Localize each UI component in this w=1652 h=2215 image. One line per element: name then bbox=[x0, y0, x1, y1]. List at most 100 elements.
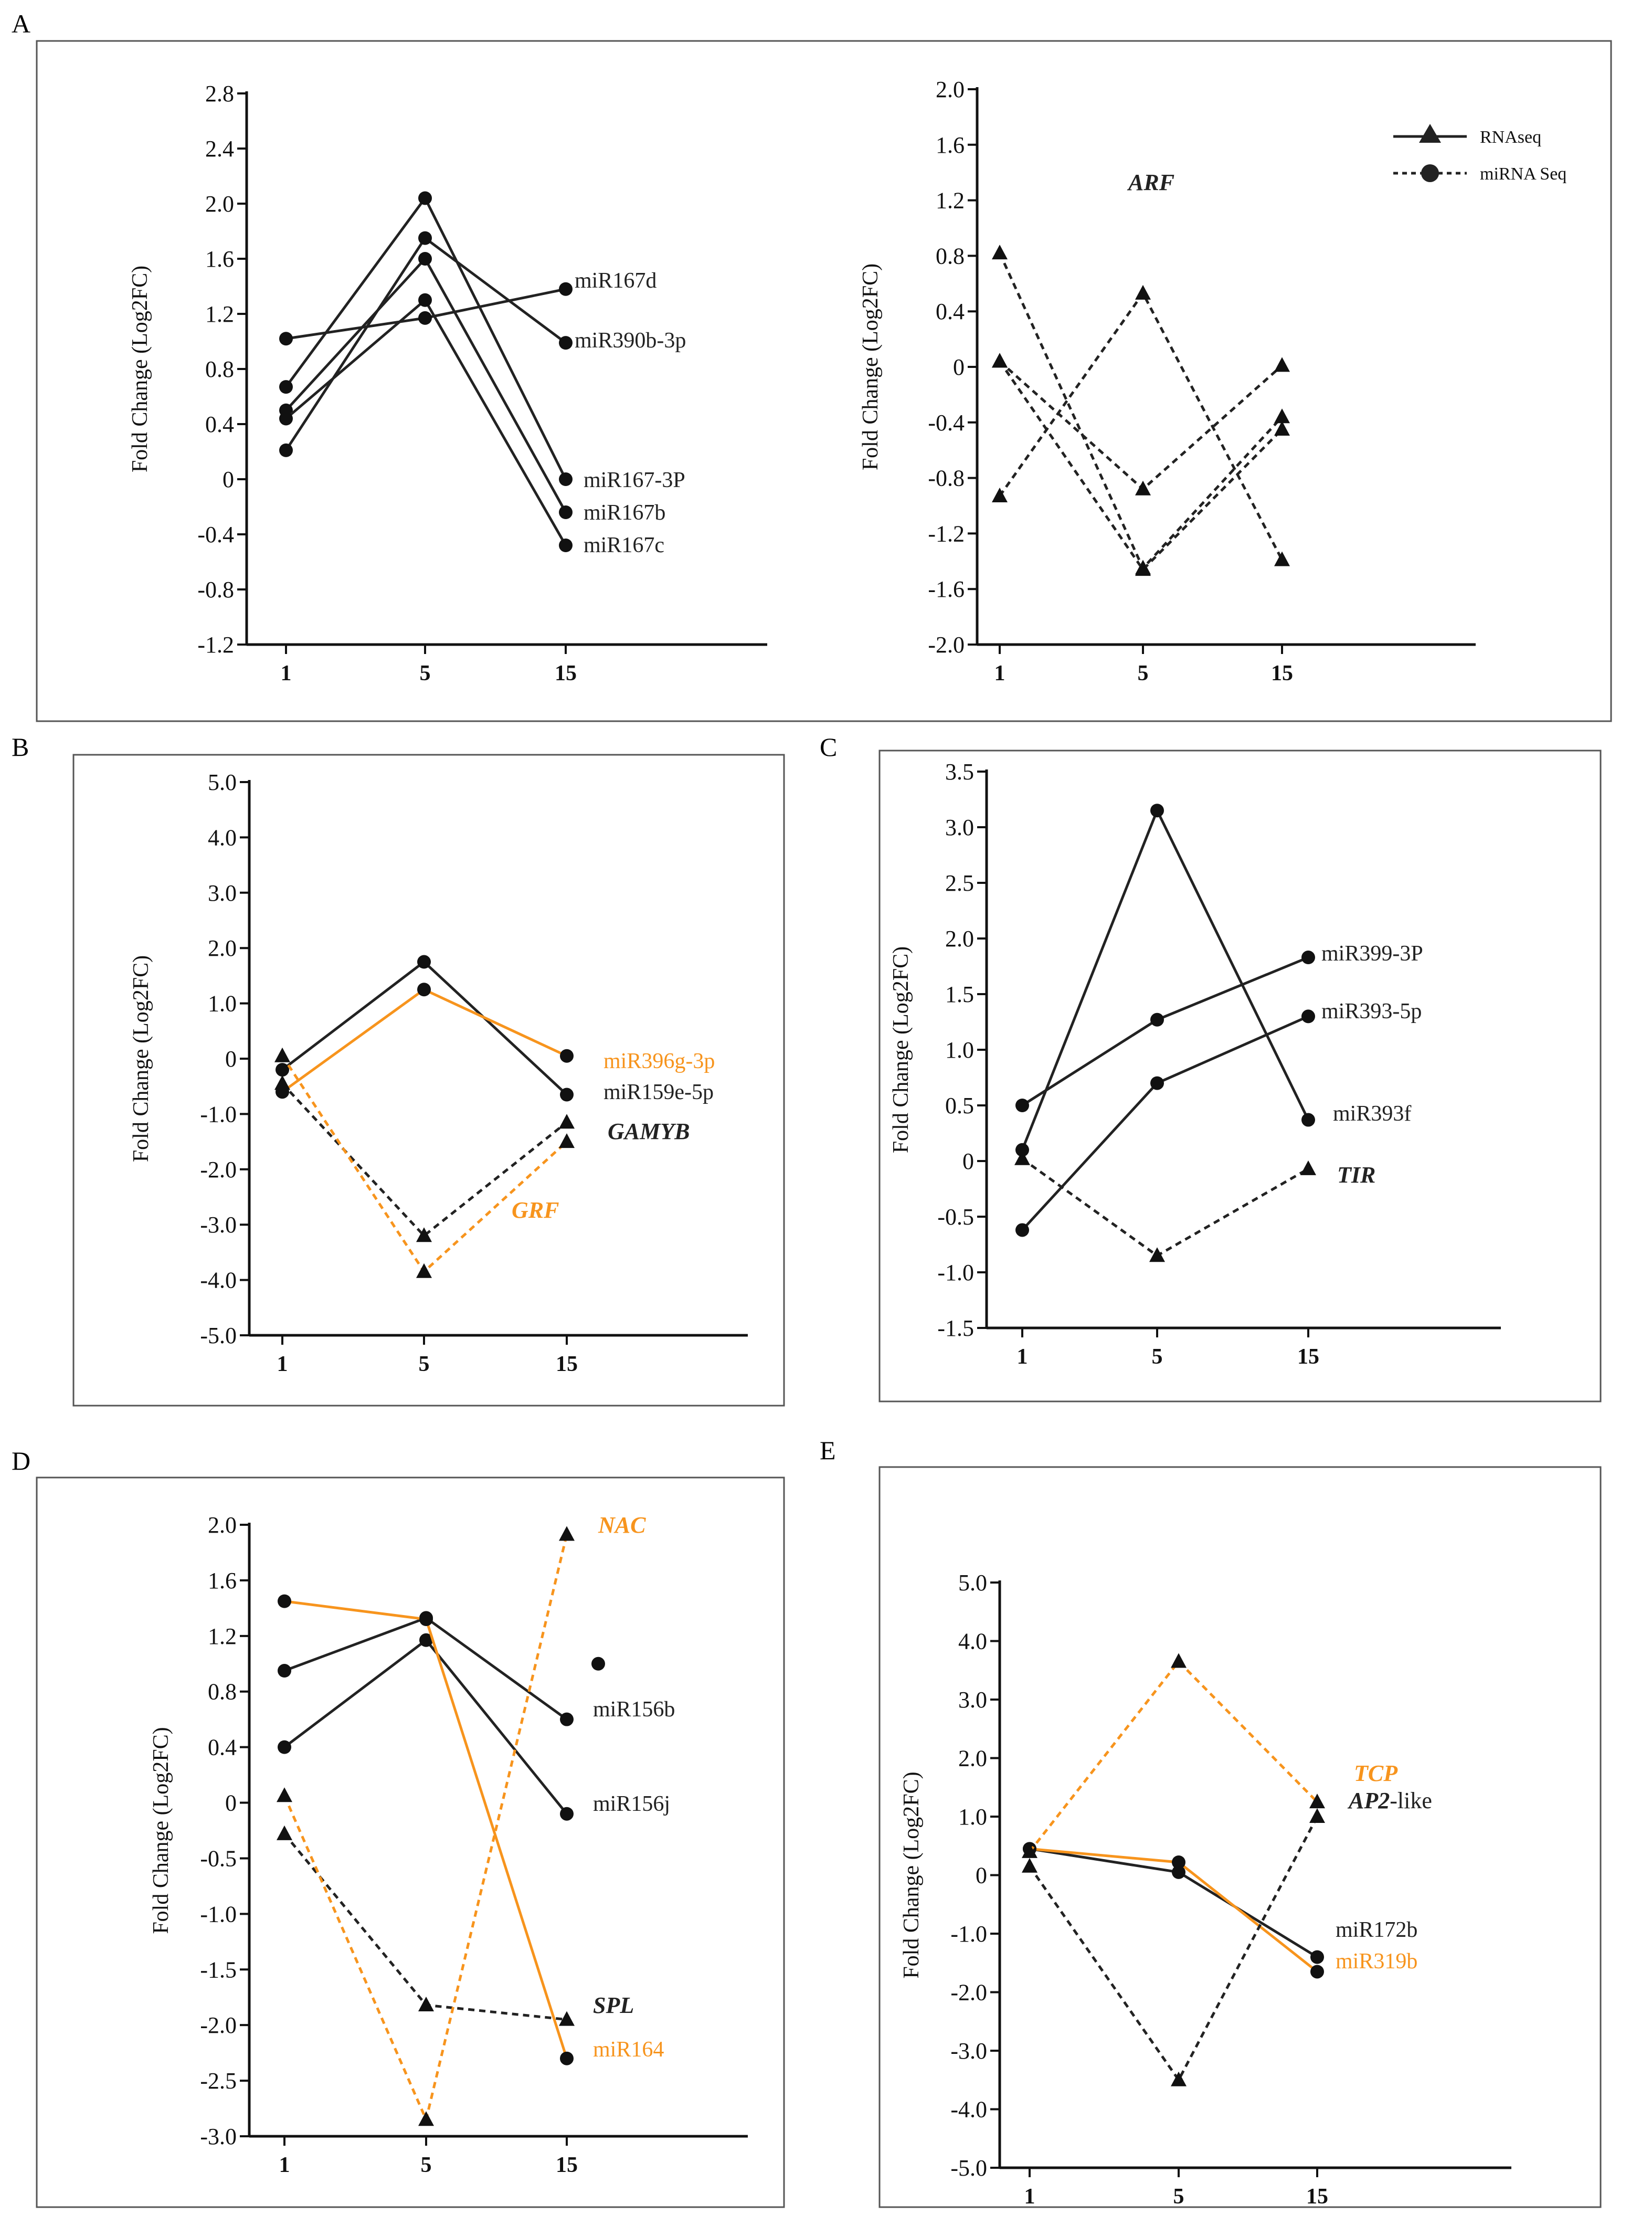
y-tick-label: 0.8 bbox=[208, 1679, 237, 1705]
data-point-triangle bbox=[418, 1997, 434, 2012]
data-point bbox=[560, 2051, 574, 2065]
y-tick-label: -3.0 bbox=[200, 2124, 237, 2149]
y-tick-label: -2.0 bbox=[200, 2012, 237, 2038]
y-axis-title: Fold Change (Log2FC) bbox=[889, 946, 913, 1153]
y-tick-label: 2.8 bbox=[205, 81, 234, 107]
annotation-mir167d: miR167d bbox=[575, 269, 656, 293]
data-point-triangle bbox=[1300, 1160, 1316, 1175]
data-point bbox=[1015, 1223, 1029, 1237]
y-tick-label: 0.4 bbox=[936, 299, 965, 324]
data-point bbox=[559, 539, 573, 552]
annotation-suffix: -like bbox=[1390, 1788, 1432, 1813]
y-tick-label: -0.8 bbox=[197, 577, 234, 603]
y-tick-label: -1.6 bbox=[928, 576, 965, 602]
series-line-mir390b-3p bbox=[284, 236, 567, 451]
y-tick-label: -2.0 bbox=[200, 1157, 237, 1183]
panel-E-frame bbox=[878, 1466, 1602, 2208]
chart-A-mirna: -1.2-0.8-0.400.40.81.21.62.02.42.81 5 15Fo… bbox=[128, 81, 767, 685]
x-tick-label: 15 bbox=[556, 1352, 578, 1376]
data-point bbox=[1301, 1009, 1315, 1024]
data-point bbox=[419, 1633, 433, 1647]
data-point-triangle bbox=[1309, 1808, 1325, 1823]
y-tick-label: -1.2 bbox=[928, 521, 965, 546]
data-point bbox=[419, 1612, 433, 1627]
y-tick-label: 0 bbox=[962, 1148, 974, 1174]
x-tick-label: 1 bbox=[1017, 1345, 1028, 1369]
y-tick-label: 3.0 bbox=[208, 880, 237, 906]
series-line-mir156j bbox=[283, 1638, 568, 1815]
data-point bbox=[418, 231, 432, 245]
y-tick-label: 0 bbox=[225, 1790, 237, 1816]
panel-B-frame bbox=[72, 754, 785, 1407]
annotation-mir156b: miR156b bbox=[593, 1697, 675, 1722]
y-axis-title: Fold Change (Log2FC) bbox=[899, 1771, 924, 1978]
data-point bbox=[1172, 1865, 1185, 1879]
series-line-mir393-5p bbox=[1021, 1015, 1309, 1231]
series-line-tir bbox=[1021, 1157, 1309, 1258]
y-tick-label: -2.5 bbox=[200, 2068, 237, 2094]
data-point bbox=[1301, 951, 1315, 965]
data-point bbox=[560, 1049, 574, 1063]
y-tick-label: 1.0 bbox=[945, 1037, 974, 1063]
data-point-triangle bbox=[1135, 561, 1151, 576]
x-tick-label: 15 bbox=[1306, 2185, 1328, 2209]
data-point-triangle bbox=[1135, 284, 1151, 300]
annotation-mir167-3p: miR167-3P bbox=[584, 468, 685, 492]
annotation-mir393-5p: miR393-5p bbox=[1321, 999, 1422, 1024]
annotation-spl: SPL bbox=[593, 1992, 634, 2018]
y-tick-label: 1.2 bbox=[205, 301, 234, 327]
y-tick-label: -1.5 bbox=[200, 1957, 237, 1982]
data-point-triangle bbox=[1274, 357, 1290, 372]
data-point bbox=[278, 1740, 291, 1754]
x-tick-label: 5 bbox=[421, 2153, 432, 2177]
data-point-triangle bbox=[416, 1263, 432, 1278]
y-tick-label: -4.0 bbox=[200, 1268, 237, 1293]
annotation-gamyb: GAMYB bbox=[608, 1119, 690, 1144]
series-line-tcp bbox=[1029, 1659, 1318, 1853]
x-tick-label: 5 bbox=[1173, 2185, 1184, 2209]
annotation-mir390b-3p: miR390b-3p bbox=[575, 329, 686, 353]
y-tick-label: -1.0 bbox=[200, 1901, 237, 1927]
y-tick-label: -3.0 bbox=[950, 2038, 987, 2064]
y-tick-label: 1.6 bbox=[936, 132, 965, 158]
data-point bbox=[279, 380, 293, 394]
data-point-triangle bbox=[1274, 421, 1290, 436]
chart-A-arf: -2.0-1.6-1.2-0.8-0.400.40.81.21.62.01 5 15… bbox=[859, 77, 1476, 685]
y-tick-label: -5.0 bbox=[200, 1323, 237, 1348]
data-point-triangle bbox=[559, 1133, 575, 1148]
data-point bbox=[560, 1807, 574, 1821]
data-point-triangle bbox=[274, 1047, 290, 1062]
x-tick-label: 5 bbox=[419, 1352, 430, 1376]
data-point-triangle bbox=[1135, 480, 1151, 495]
x-tick-label: 1 bbox=[277, 1352, 288, 1376]
series-line-arf-2 bbox=[999, 360, 1283, 491]
data-point-triangle bbox=[992, 245, 1008, 260]
x-tick-label: 15 bbox=[556, 2153, 578, 2177]
annotation-mir164: miR164 bbox=[593, 2038, 664, 2062]
data-point bbox=[1172, 1855, 1185, 1869]
x-tick-label: 15 bbox=[1271, 661, 1293, 685]
series-line-mir396g-3p bbox=[281, 988, 568, 1093]
data-point-triangle bbox=[1149, 1247, 1165, 1262]
y-tick-label: 0.5 bbox=[945, 1093, 974, 1119]
data-point bbox=[418, 252, 432, 266]
data-point bbox=[1310, 1965, 1324, 1979]
panel-label-C: C bbox=[820, 732, 837, 762]
chart-B: -5.0-4.0-3.0-2.0-1.001.02.03.04.05.01 5 15… bbox=[129, 769, 748, 1376]
data-point-triangle bbox=[559, 2011, 575, 2026]
y-tick-label: 0.8 bbox=[936, 243, 965, 269]
series-line-mir167c bbox=[285, 298, 567, 546]
data-point bbox=[1015, 1099, 1029, 1112]
data-point bbox=[418, 293, 432, 307]
y-tick-label: 3.0 bbox=[958, 1687, 987, 1713]
y-tick-label: 5.0 bbox=[208, 769, 237, 795]
series-line-arf-3 bbox=[998, 291, 1284, 561]
legend: RNAseq miRNA Seq bbox=[1393, 124, 1566, 184]
y-tick-label: 2.5 bbox=[945, 870, 974, 896]
y-tick-label: 2.0 bbox=[208, 1512, 237, 1538]
y-tick-label: 1.2 bbox=[936, 188, 965, 214]
y-axis-title: Fold Change (Log2FC) bbox=[129, 955, 153, 1162]
y-tick-label: -1.0 bbox=[937, 1260, 974, 1285]
y-tick-label: -0.5 bbox=[937, 1204, 974, 1230]
data-point bbox=[1015, 1143, 1029, 1157]
